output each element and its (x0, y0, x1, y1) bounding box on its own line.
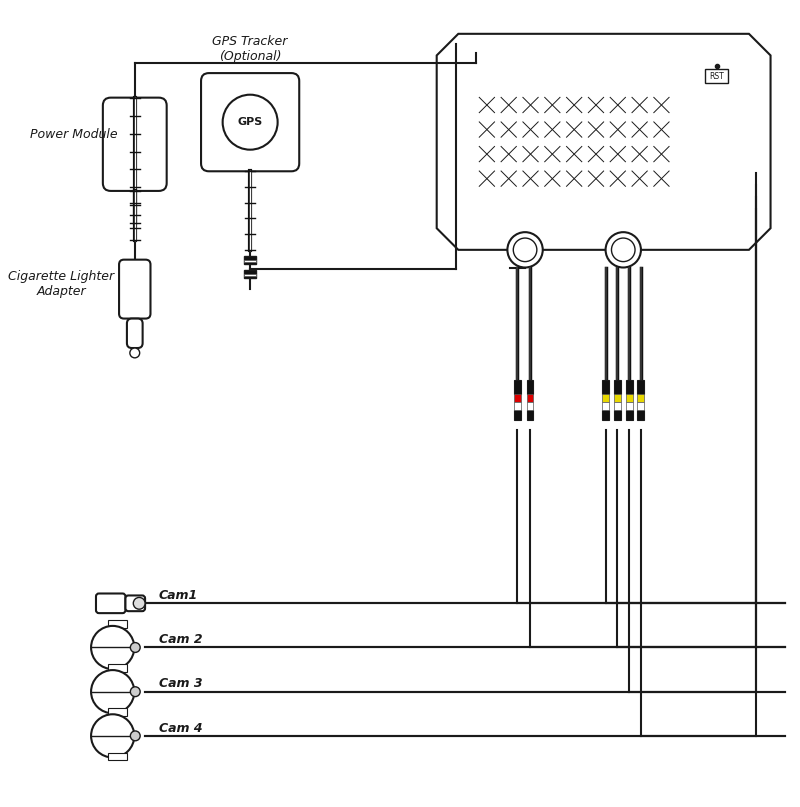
Bar (526, 394, 534, 402)
Bar (108, 620, 127, 628)
Circle shape (91, 714, 134, 758)
FancyBboxPatch shape (96, 593, 126, 613)
Circle shape (130, 731, 140, 741)
Circle shape (130, 348, 140, 358)
Bar (602, 402, 609, 410)
Text: Cam1: Cam1 (159, 589, 198, 602)
Bar (705, 69, 728, 83)
Bar (108, 709, 127, 717)
Bar (602, 410, 609, 420)
FancyBboxPatch shape (127, 319, 142, 348)
Bar (614, 410, 621, 420)
Text: GPS Tracker
(Optional): GPS Tracker (Optional) (213, 35, 288, 63)
Circle shape (507, 232, 542, 267)
Bar (108, 753, 127, 760)
Bar (638, 402, 644, 410)
Bar (638, 380, 644, 394)
Text: Cam 3: Cam 3 (159, 677, 202, 690)
Text: GPS: GPS (238, 117, 262, 128)
Bar (514, 410, 521, 420)
Circle shape (130, 642, 140, 652)
Circle shape (611, 238, 635, 261)
FancyBboxPatch shape (126, 596, 145, 611)
Text: RST: RST (709, 72, 724, 81)
FancyBboxPatch shape (103, 98, 166, 191)
Bar (638, 394, 644, 402)
Text: Cam 2: Cam 2 (159, 633, 202, 646)
Bar (514, 380, 521, 394)
Bar (514, 402, 521, 410)
Bar (244, 260, 256, 261)
Circle shape (91, 670, 134, 713)
FancyBboxPatch shape (119, 260, 150, 319)
Bar (638, 410, 644, 420)
Polygon shape (437, 34, 770, 250)
Circle shape (222, 94, 278, 149)
FancyBboxPatch shape (201, 73, 299, 171)
Text: Cam 4: Cam 4 (159, 721, 202, 734)
Circle shape (514, 238, 537, 261)
Circle shape (91, 626, 134, 669)
Bar (626, 380, 633, 394)
Bar (626, 410, 633, 420)
Bar (526, 410, 534, 420)
Bar (602, 394, 609, 402)
Bar (614, 394, 621, 402)
Bar (244, 270, 256, 278)
Circle shape (606, 232, 641, 267)
Bar (526, 380, 534, 394)
Bar (244, 256, 256, 264)
Bar (526, 402, 534, 410)
Bar (626, 402, 633, 410)
Circle shape (134, 597, 145, 609)
Bar (514, 394, 521, 402)
Bar (244, 274, 256, 276)
Bar (626, 394, 633, 402)
Bar (614, 402, 621, 410)
Bar (602, 380, 609, 394)
Bar (614, 380, 621, 394)
Bar (108, 664, 127, 672)
Text: Cigarette Lighter
Adapter: Cigarette Lighter Adapter (8, 270, 114, 299)
Text: Power Module: Power Module (30, 128, 118, 141)
Circle shape (130, 687, 140, 696)
